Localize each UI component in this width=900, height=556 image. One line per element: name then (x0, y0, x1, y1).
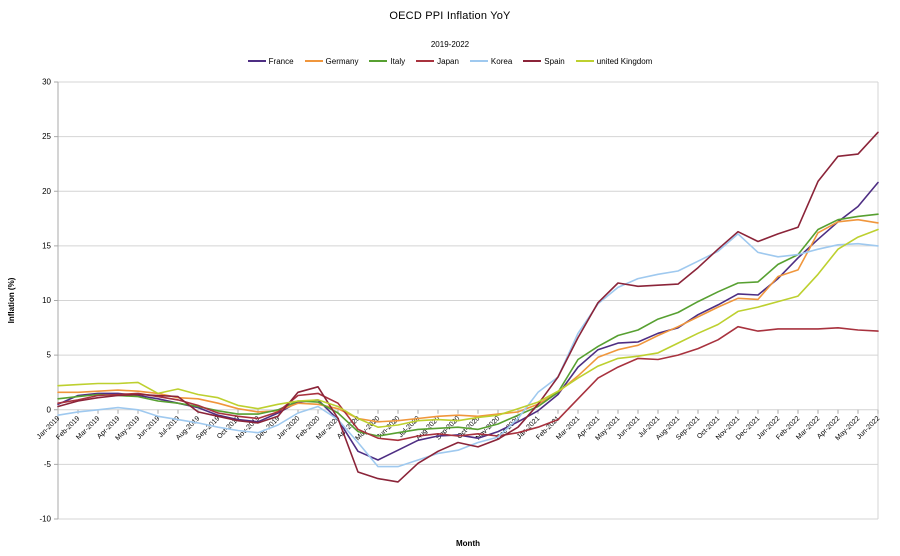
y-tick-label-5: 5 (47, 351, 52, 360)
series-line-spain (57, 131, 879, 483)
legend-label: united Kingdom (596, 56, 653, 66)
legend-marker (304, 60, 323, 62)
y-tick-label--5: -5 (44, 460, 52, 469)
series-line-france (57, 181, 879, 461)
legend-label: Italy (390, 56, 406, 66)
y-tick-label-15: 15 (42, 241, 51, 250)
legend-marker (469, 60, 488, 62)
legend-label: Korea (490, 56, 513, 66)
y-tick-label--10: -10 (39, 515, 51, 524)
legend-item-france: France (247, 56, 294, 66)
series-line-korea (57, 233, 879, 468)
legend-marker (369, 60, 388, 62)
legend-item-korea: Korea (469, 56, 513, 66)
y-tick-label-25: 25 (42, 132, 51, 141)
legend-label: Japan (437, 56, 459, 66)
series-line-germany (57, 218, 879, 423)
legend-marker (523, 60, 542, 62)
y-tick-label-0: 0 (47, 405, 52, 414)
series-line-italy (57, 213, 879, 437)
series-line-united-kingdom (57, 228, 879, 429)
series-line-japan (57, 325, 879, 442)
legend-label: Spain (544, 56, 565, 66)
legend-item-germany: Germany (304, 56, 359, 66)
legend-item-japan: Japan (416, 57, 459, 66)
x-axis-title: Month (456, 539, 480, 548)
legend-label: France (268, 56, 294, 66)
legend-marker (416, 60, 435, 62)
legend-item-spain: Spain (523, 56, 565, 66)
legend-item-united-kingdom: united Kingdom (575, 56, 653, 66)
legend-item-italy: Italy (369, 57, 405, 66)
chart-subtitle: 2019-2022 (430, 40, 470, 49)
legend-marker (575, 60, 594, 62)
chart-legend: France Germany Italy Japan Korea Spain united … (0, 55, 900, 67)
y-axis-title: Inflation (%) (7, 277, 16, 323)
legend-marker (247, 60, 266, 62)
legend-label: Germany (325, 56, 359, 66)
chart-title: OECD PPI Inflation YoY (389, 10, 511, 22)
y-tick-label-10: 10 (42, 296, 51, 305)
y-tick-label-30: 30 (42, 78, 51, 87)
y-tick-label-20: 20 (42, 187, 51, 196)
